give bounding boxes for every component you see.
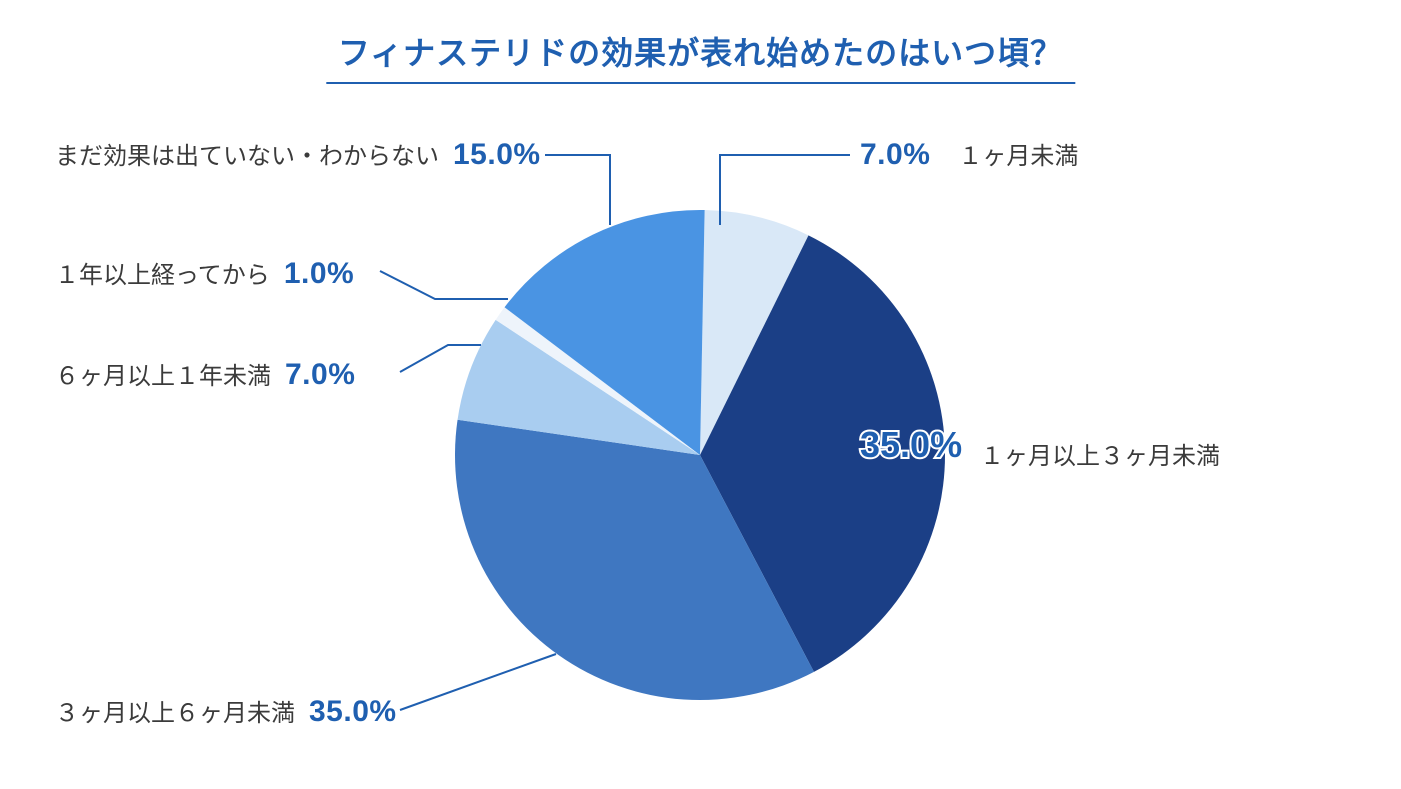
pct-1to3m: 35.0%	[860, 424, 962, 465]
label-gt1y: １年以上経ってから 1.0%	[55, 259, 354, 289]
label-text-6to12m: ６ヶ月以上１年未満	[55, 363, 271, 390]
pct-lt1m: 7.0%	[860, 138, 930, 171]
pie-chart: 35.0%	[0, 0, 1401, 789]
pct-none: 15.0%	[453, 138, 541, 171]
pct-gt1y: 1.0%	[284, 257, 354, 290]
leader-3to6m	[400, 654, 556, 710]
label-none: まだ効果は出ていない・わからない 15.0%	[55, 140, 541, 170]
label-1to3m: １ヶ月以上３ヶ月未満	[980, 445, 1220, 469]
pct-3to6m: 35.0%	[309, 695, 397, 728]
pct-6to12m: 7.0%	[285, 358, 355, 391]
label-text-1to3m: １ヶ月以上３ヶ月未満	[980, 443, 1220, 470]
label-lt1m: 7.0% １ヶ月未満	[860, 140, 1078, 170]
leader-none	[545, 155, 610, 225]
label-text-none: まだ効果は出ていない・わからない	[55, 143, 439, 170]
leader-gt1y	[380, 271, 508, 299]
label-text-3to6m: ３ヶ月以上６ヶ月未満	[55, 700, 295, 727]
label-text-lt1m: １ヶ月未満	[958, 143, 1078, 170]
label-3to6m: ３ヶ月以上６ヶ月未満 35.0%	[55, 697, 397, 727]
chart-stage: フィナステリドの効果が表れ始めたのはいつ頃？ 35.0% 7.0%１ヶ月未満１ヶ…	[0, 0, 1401, 789]
label-6to12m: ６ヶ月以上１年未満 7.0%	[55, 360, 355, 390]
leader-6to12m	[400, 345, 481, 372]
label-text-gt1y: １年以上経ってから	[55, 262, 270, 289]
